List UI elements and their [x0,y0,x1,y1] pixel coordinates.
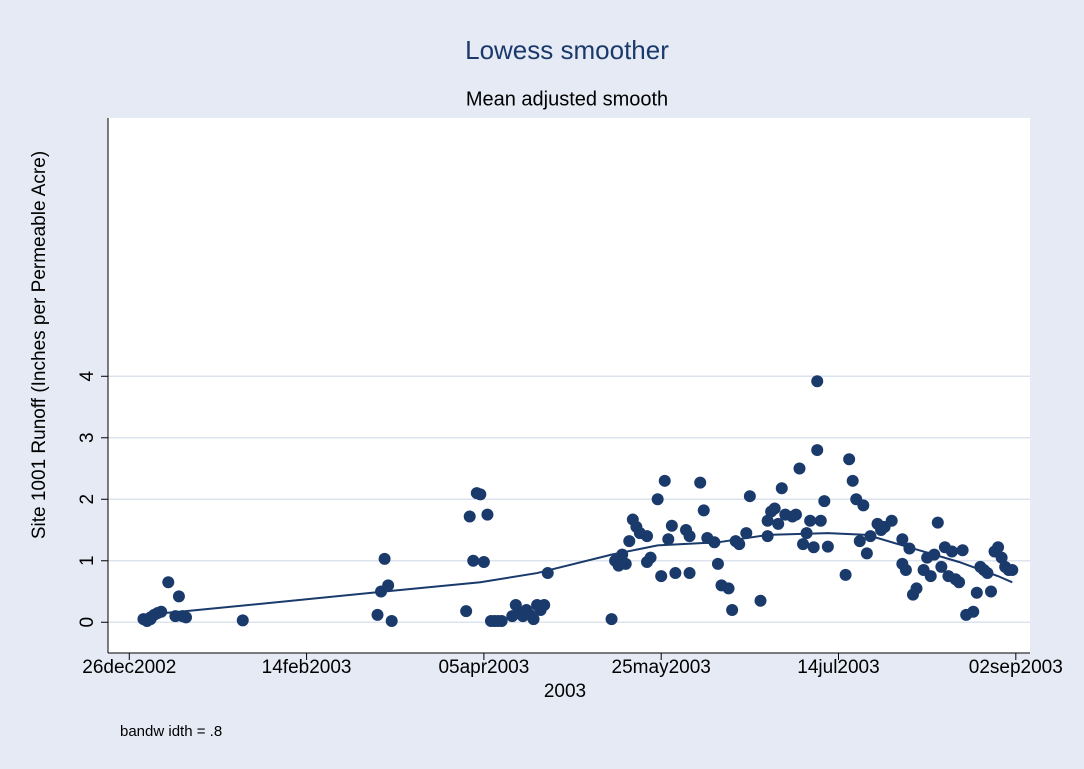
point [538,599,551,612]
point [924,570,937,583]
point [970,586,983,599]
x-tick-label: 14feb2003 [262,657,352,678]
point [967,605,980,618]
y-axis-title: Site 1001 Runoff (Inches per Permeable A… [29,151,50,539]
y-tick-label: 1 [77,555,98,566]
point [956,544,969,557]
point [992,541,1005,554]
point [733,538,746,551]
note: bandw idth = .8 [120,723,222,740]
x-axis-title: 2003 [544,681,586,702]
point [811,375,824,388]
plot-area [108,118,1030,653]
point [768,502,781,515]
point [619,557,632,570]
point [743,490,756,503]
x-tick-label: 25may2003 [612,657,711,678]
point [694,476,707,489]
point [651,493,664,506]
point [807,541,820,554]
y-tick-label: 3 [77,432,98,443]
point [995,551,1008,564]
point [481,508,494,521]
point [935,560,948,573]
point [931,516,944,529]
y-tick-label: 2 [77,494,98,505]
point [740,527,753,540]
point [665,519,678,532]
point [984,585,997,598]
point [641,530,654,543]
point [711,557,724,570]
point [180,611,193,624]
point [899,563,912,576]
point [658,474,671,487]
point [669,567,682,580]
point [623,535,636,548]
point [662,533,675,546]
point [644,551,657,564]
point [761,514,774,527]
point [953,576,966,589]
chart-title: Lowess smoother [465,35,669,65]
point [460,605,473,618]
point [821,540,834,553]
y-tick-label: 0 [77,617,98,628]
point [162,576,175,589]
point [885,514,898,527]
y-tick-label: 4 [77,371,98,382]
point [811,444,824,457]
point [382,579,395,592]
point [857,499,870,512]
point [1006,563,1019,576]
x-tick-label: 14jul2003 [797,657,879,678]
point [804,514,817,527]
point [754,594,767,607]
point [683,530,696,543]
x-tick-label: 05apr2003 [438,657,529,678]
point [726,603,739,616]
point [605,613,618,626]
point [474,488,487,501]
point [155,605,168,618]
point [775,482,788,495]
point [814,514,827,527]
point [945,545,958,558]
point [722,582,735,595]
point [378,552,391,565]
point [385,615,398,628]
point [477,555,490,568]
point [172,590,185,603]
point [495,615,508,628]
point [467,554,480,567]
point [846,474,859,487]
point [236,614,249,627]
point [896,533,909,546]
point [843,453,856,466]
point [697,504,710,517]
point [772,517,785,530]
point [655,570,668,583]
chart-subtitle: Mean adjusted smooth [466,88,668,110]
point [789,508,802,521]
point [839,568,852,581]
point [527,613,540,626]
point [797,538,810,551]
x-tick-label: 26dec2002 [82,657,176,678]
point [463,510,476,523]
point [683,567,696,580]
smooth-line [143,532,1013,616]
point [860,547,873,560]
x-tick-label: 02sep2003 [969,657,1063,678]
point [818,495,831,508]
point [371,608,384,621]
point [793,462,806,475]
point [910,582,923,595]
point [761,530,774,543]
point [853,535,866,548]
